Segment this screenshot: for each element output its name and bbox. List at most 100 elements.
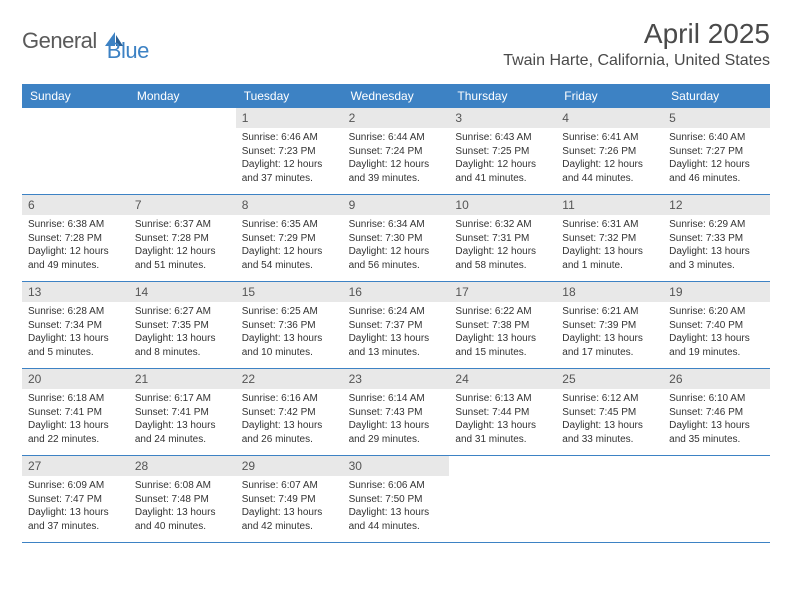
daylight-text: Daylight: 13 hours and 33 minutes. [562, 419, 657, 446]
weekday-header: Thursday [449, 84, 556, 108]
day-number: 12 [663, 195, 770, 215]
day-cell: 13Sunrise: 6:28 AMSunset: 7:34 PMDayligh… [22, 282, 129, 368]
daylight-text: Daylight: 13 hours and 3 minutes. [669, 245, 764, 272]
day-detail: Sunrise: 6:22 AMSunset: 7:38 PMDaylight:… [449, 302, 556, 363]
weekday-header: Saturday [663, 84, 770, 108]
daylight-text: Daylight: 13 hours and 17 minutes. [562, 332, 657, 359]
day-number: 16 [343, 282, 450, 302]
day-cell: 18Sunrise: 6:21 AMSunset: 7:39 PMDayligh… [556, 282, 663, 368]
daylight-text: Daylight: 13 hours and 24 minutes. [135, 419, 230, 446]
weekday-header: Wednesday [343, 84, 450, 108]
sunset-text: Sunset: 7:50 PM [349, 493, 444, 507]
sunset-text: Sunset: 7:33 PM [669, 232, 764, 246]
day-cell: 19Sunrise: 6:20 AMSunset: 7:40 PMDayligh… [663, 282, 770, 368]
day-detail: Sunrise: 6:38 AMSunset: 7:28 PMDaylight:… [22, 215, 129, 276]
daylight-text: Daylight: 12 hours and 54 minutes. [242, 245, 337, 272]
week-row: 20Sunrise: 6:18 AMSunset: 7:41 PMDayligh… [22, 369, 770, 456]
day-number: 13 [22, 282, 129, 302]
day-cell [556, 456, 663, 542]
day-number: 4 [556, 108, 663, 128]
weekday-header: Sunday [22, 84, 129, 108]
weekday-header-row: SundayMondayTuesdayWednesdayThursdayFrid… [22, 84, 770, 108]
sunset-text: Sunset: 7:48 PM [135, 493, 230, 507]
sunrise-text: Sunrise: 6:09 AM [28, 479, 123, 493]
day-cell: 24Sunrise: 6:13 AMSunset: 7:44 PMDayligh… [449, 369, 556, 455]
weekday-header: Monday [129, 84, 236, 108]
day-cell: 1Sunrise: 6:46 AMSunset: 7:23 PMDaylight… [236, 108, 343, 194]
day-number: 20 [22, 369, 129, 389]
day-number: 22 [236, 369, 343, 389]
sunset-text: Sunset: 7:31 PM [455, 232, 550, 246]
sunset-text: Sunset: 7:35 PM [135, 319, 230, 333]
daylight-text: Daylight: 12 hours and 49 minutes. [28, 245, 123, 272]
day-detail: Sunrise: 6:10 AMSunset: 7:46 PMDaylight:… [663, 389, 770, 450]
weekday-header: Tuesday [236, 84, 343, 108]
day-detail: Sunrise: 6:44 AMSunset: 7:24 PMDaylight:… [343, 128, 450, 189]
sunrise-text: Sunrise: 6:46 AM [242, 131, 337, 145]
daylight-text: Daylight: 13 hours and 1 minute. [562, 245, 657, 272]
day-cell: 28Sunrise: 6:08 AMSunset: 7:48 PMDayligh… [129, 456, 236, 542]
day-detail: Sunrise: 6:06 AMSunset: 7:50 PMDaylight:… [343, 476, 450, 537]
day-detail: Sunrise: 6:13 AMSunset: 7:44 PMDaylight:… [449, 389, 556, 450]
calendar-grid: SundayMondayTuesdayWednesdayThursdayFrid… [22, 84, 770, 543]
day-number: 28 [129, 456, 236, 476]
day-detail: Sunrise: 6:20 AMSunset: 7:40 PMDaylight:… [663, 302, 770, 363]
day-number: 14 [129, 282, 236, 302]
daylight-text: Daylight: 13 hours and 22 minutes. [28, 419, 123, 446]
brand-text-general: General [22, 28, 97, 54]
daylight-text: Daylight: 13 hours and 8 minutes. [135, 332, 230, 359]
sunset-text: Sunset: 7:46 PM [669, 406, 764, 420]
brand-text-blue: Blue [107, 38, 149, 64]
sunrise-text: Sunrise: 6:35 AM [242, 218, 337, 232]
day-detail: Sunrise: 6:35 AMSunset: 7:29 PMDaylight:… [236, 215, 343, 276]
day-detail: Sunrise: 6:28 AMSunset: 7:34 PMDaylight:… [22, 302, 129, 363]
day-cell: 14Sunrise: 6:27 AMSunset: 7:35 PMDayligh… [129, 282, 236, 368]
daylight-text: Daylight: 13 hours and 42 minutes. [242, 506, 337, 533]
sunset-text: Sunset: 7:24 PM [349, 145, 444, 159]
daylight-text: Daylight: 13 hours and 35 minutes. [669, 419, 764, 446]
sunrise-text: Sunrise: 6:17 AM [135, 392, 230, 406]
daylight-text: Daylight: 13 hours and 10 minutes. [242, 332, 337, 359]
weeks-container: 1 Sunrise: 6:46 AMSunset: 7:23 PM Daylight… [22, 108, 770, 543]
day-detail: Sunrise: 6:12 AMSunset: 7:45 PMDaylight:… [556, 389, 663, 450]
daylight-text: Daylight: 13 hours and 44 minutes. [349, 506, 444, 533]
week-row: 27Sunrise: 6:09 AMSunset: 7:47 PMDayligh… [22, 456, 770, 543]
daylight-text: Daylight: 13 hours and 15 minutes. [455, 332, 550, 359]
day-detail: Sunrise: 6:09 AMSunset: 7:47 PMDaylight:… [22, 476, 129, 537]
sunset-text: Sunset: 7:29 PM [242, 232, 337, 246]
sunrise-text: Sunrise: 6:06 AM [349, 479, 444, 493]
daylight-text: Daylight: 13 hours and 37 minutes. [28, 506, 123, 533]
day-number: 10 [449, 195, 556, 215]
sunset-text: Sunset: 7:23 PM [242, 145, 337, 159]
sunrise-text: Sunrise: 6:16 AM [242, 392, 337, 406]
sunrise-text: Sunrise: 6:37 AM [135, 218, 230, 232]
day-cell: 25Sunrise: 6:12 AMSunset: 7:45 PMDayligh… [556, 369, 663, 455]
sunrise-text: Sunrise: 6:41 AM [562, 131, 657, 145]
day-number: 19 [663, 282, 770, 302]
day-cell [449, 456, 556, 542]
day-number: 1 [236, 108, 343, 128]
day-cell: 3Sunrise: 6:43 AMSunset: 7:25 PMDaylight… [449, 108, 556, 194]
day-detail: Sunrise: 6:27 AMSunset: 7:35 PMDaylight:… [129, 302, 236, 363]
sunset-text: Sunset: 7:45 PM [562, 406, 657, 420]
day-detail: Sunrise: 6:37 AMSunset: 7:28 PMDaylight:… [129, 215, 236, 276]
day-cell: 10Sunrise: 6:32 AMSunset: 7:31 PMDayligh… [449, 195, 556, 281]
sunset-text: Sunset: 7:32 PM [562, 232, 657, 246]
daylight-text: Daylight: 12 hours and 41 minutes. [455, 158, 550, 185]
day-cell [22, 108, 129, 194]
sunrise-text: Sunrise: 6:18 AM [28, 392, 123, 406]
sunrise-text: Sunrise: 6:31 AM [562, 218, 657, 232]
day-cell: 11Sunrise: 6:31 AMSunset: 7:32 PMDayligh… [556, 195, 663, 281]
sunrise-text: Sunrise: 6:20 AM [669, 305, 764, 319]
day-cell: 29Sunrise: 6:07 AMSunset: 7:49 PMDayligh… [236, 456, 343, 542]
day-number: 15 [236, 282, 343, 302]
sunrise-text: Sunrise: 6:32 AM [455, 218, 550, 232]
day-cell: 21Sunrise: 6:17 AMSunset: 7:41 PMDayligh… [129, 369, 236, 455]
day-number: 27 [22, 456, 129, 476]
day-number: 29 [236, 456, 343, 476]
day-number: 17 [449, 282, 556, 302]
daylight-text: Daylight: 12 hours and 56 minutes. [349, 245, 444, 272]
day-cell: 26Sunrise: 6:10 AMSunset: 7:46 PMDayligh… [663, 369, 770, 455]
day-cell: 22Sunrise: 6:16 AMSunset: 7:42 PMDayligh… [236, 369, 343, 455]
sunrise-text: Sunrise: 6:28 AM [28, 305, 123, 319]
